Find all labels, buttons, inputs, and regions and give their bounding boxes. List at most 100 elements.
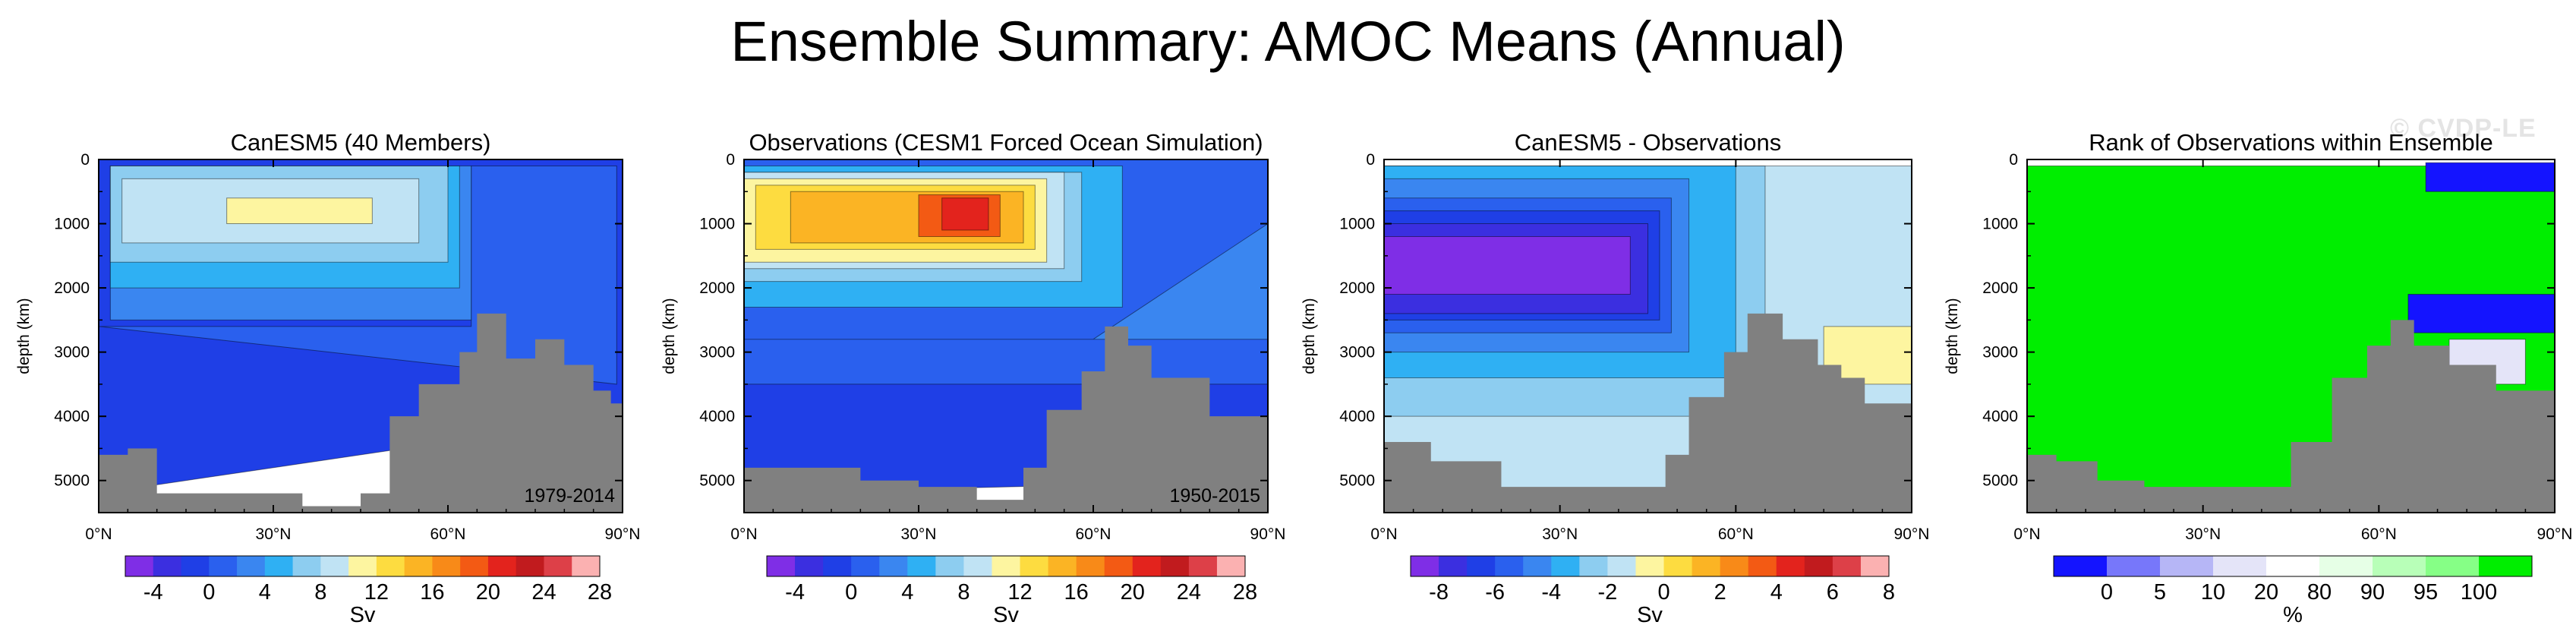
- colorbar-tick-label: 95: [2414, 580, 2438, 605]
- y-tick-label: 0: [80, 151, 90, 169]
- colorbar-tick-label: 20: [2254, 580, 2278, 605]
- colorbar-swatch: [237, 556, 266, 576]
- colorbar-swatch: [209, 556, 238, 576]
- colorbar-tick-label: -6: [1485, 580, 1505, 605]
- colorbar-swatch: [907, 556, 936, 576]
- colorbar: 0 5 10 20 80 90 95 100%: [2053, 555, 2533, 627]
- colorbar-tick-label: 4: [1770, 580, 1783, 605]
- colorbar-swatch: [181, 556, 210, 576]
- colorbar-tick-label: 2: [1714, 580, 1726, 605]
- y-tick-label: 5000: [699, 472, 735, 490]
- period-label: 1979-2014: [524, 485, 615, 507]
- colorbar-swatch: [1467, 556, 1496, 576]
- colorbar-swatch: [1076, 556, 1105, 576]
- colorbar-unit-label: %: [2283, 603, 2303, 627]
- chart-panel-1: CanESM5 (40 Members) depth (km) 0 1000 2000 3…: [15, 129, 640, 627]
- colorbar-swatch: [2213, 556, 2267, 576]
- figure-title: Ensemble Summary: AMOC Means (Annual): [730, 10, 1846, 73]
- colorbar-swatch: [432, 556, 461, 576]
- colorbar: -4 0 4 8 12 16 20 24 28 Sv: [766, 555, 1257, 627]
- colorbar-swatch: [767, 556, 796, 576]
- x-tick-label: 90°N: [2537, 526, 2573, 543]
- contour-fill-10: [941, 197, 989, 231]
- colorbar-swatch: [320, 556, 349, 576]
- contour-fill-2: [744, 223, 1268, 340]
- y-tick-label: 0: [2009, 151, 2018, 169]
- colorbar-swatch: [1020, 556, 1049, 576]
- x-tick-label: 30°N: [2185, 526, 2221, 543]
- y-tick-label: 0: [1366, 151, 1375, 169]
- y-tick-label: 2000: [1339, 279, 1375, 297]
- colorbar-swatch: [348, 556, 377, 576]
- colorbar-swatch: [1663, 556, 1693, 576]
- colorbar-swatch: [1160, 556, 1190, 576]
- x-tick-label: 90°N: [1894, 526, 1930, 543]
- colorbar-swatch: [935, 556, 964, 576]
- x-tick-label: 60°N: [2361, 526, 2397, 543]
- y-axis-label: depth (km): [1301, 298, 1318, 374]
- y-tick-label: 4000: [1982, 408, 2018, 425]
- colorbar-swatch: [487, 556, 517, 576]
- bathymetry-land: [2027, 320, 2555, 513]
- colorbar-swatch: [2479, 556, 2533, 576]
- x-tick-label: 60°N: [1076, 526, 1111, 543]
- contour-fill-1: [2425, 162, 2555, 192]
- colorbar-tick-label: 10: [2201, 580, 2225, 605]
- colorbar-frame: [1410, 555, 1890, 577]
- colorbar-swatch: [1523, 556, 1552, 576]
- colorbar-swatch: [1692, 556, 1721, 576]
- colorbar-swatch: [1635, 556, 1665, 576]
- colorbar: -4 0 4 8 12 16 20 24 28 Sv: [125, 555, 612, 627]
- colorbar-swatch: [879, 556, 908, 576]
- colorbar-swatch: [1495, 556, 1524, 576]
- x-tick-label: 0°N: [730, 526, 757, 543]
- colorbar-swatch: [992, 556, 1021, 576]
- colorbar-swatch: [1048, 556, 1077, 576]
- colorbar-tick-label: 12: [1007, 580, 1032, 605]
- colorbar-swatch: [376, 556, 405, 576]
- colorbar-swatch: [572, 556, 601, 576]
- y-tick-label: 5000: [54, 472, 90, 490]
- x-tick-label: 30°N: [256, 526, 292, 543]
- colorbar-tick-label: 4: [901, 580, 913, 605]
- x-tick-label: 60°N: [430, 526, 466, 543]
- x-tick-label: 60°N: [1718, 526, 1754, 543]
- y-tick-label: 4000: [699, 408, 735, 425]
- colorbar-swatch: [125, 556, 154, 576]
- colorbar-swatch: [2107, 556, 2161, 576]
- contour-fill-7: [1384, 235, 1631, 295]
- colorbar-swatch: [516, 556, 544, 576]
- colorbar-tick-label: 5: [2154, 580, 2166, 605]
- field-layers: [2027, 162, 2555, 513]
- colorbar: -8 -6 -4 -2 0 2 4 6 8 Sv: [1410, 555, 1895, 627]
- period-label: 1950-2015: [1169, 485, 1260, 507]
- colorbar-swatch: [1188, 556, 1218, 576]
- colorbar-swatch: [153, 556, 182, 576]
- colorbar-swatch: [2373, 556, 2426, 576]
- colorbar-tick-label: -4: [785, 580, 805, 605]
- y-tick-label: 4000: [1339, 408, 1375, 425]
- colorbar-unit-label: Sv: [1637, 603, 1663, 627]
- colorbar-tick-label: 16: [1064, 580, 1089, 605]
- colorbar-swatch: [292, 556, 321, 576]
- y-tick-label: 3000: [54, 344, 90, 361]
- panel-title: CanESM5 - Observations: [1515, 129, 1781, 156]
- panel-title: CanESM5 (40 Members): [231, 129, 491, 156]
- colorbar-tick-label: 0: [2101, 580, 2113, 605]
- y-tick-label: 5000: [1339, 472, 1375, 490]
- colorbar-tick-label: 8: [314, 580, 326, 605]
- y-tick-label: 1000: [699, 216, 735, 233]
- colorbar-frame: [2053, 555, 2533, 577]
- chart-panel-2: Observations (CESM1 Forced Ocean Simulat…: [661, 129, 1285, 627]
- colorbar-swatch: [460, 556, 489, 576]
- y-tick-label: 5000: [1982, 472, 2018, 490]
- colorbar-tick-label: 12: [364, 580, 389, 605]
- colorbar-tick-label: -2: [1598, 580, 1618, 605]
- colorbar-tick-label: 80: [2307, 580, 2332, 605]
- colorbar-tick-label: 8: [1883, 580, 1895, 605]
- y-tick-label: 3000: [699, 344, 735, 361]
- colorbar-tick-label: -8: [1429, 580, 1449, 605]
- y-tick-label: 2000: [1982, 279, 2018, 297]
- colorbar-swatch: [2426, 556, 2480, 576]
